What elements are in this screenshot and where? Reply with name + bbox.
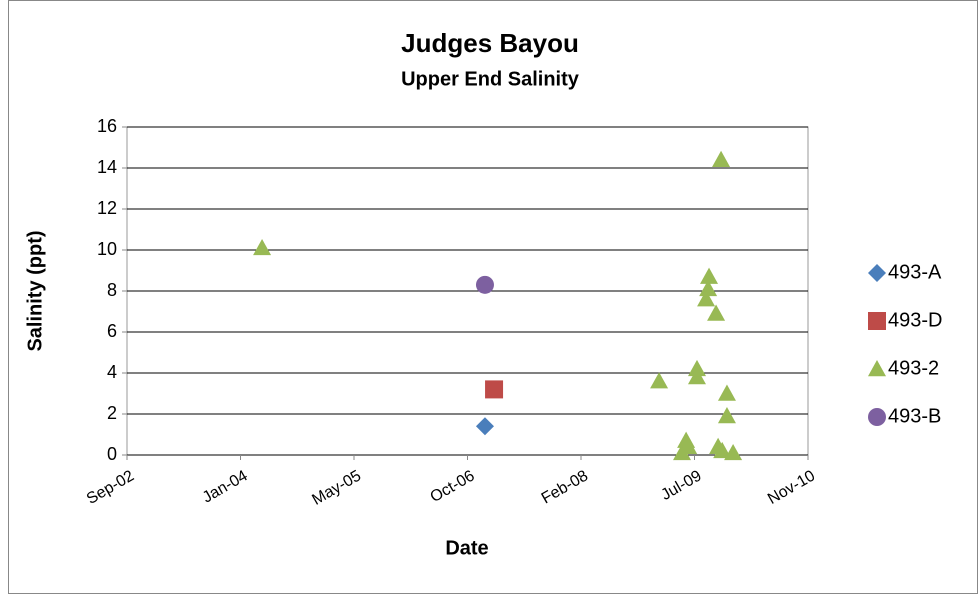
- point: [253, 238, 272, 256]
- y-tick-label: 14: [97, 157, 117, 177]
- y-tick-label: 16: [97, 116, 117, 136]
- point: [679, 437, 698, 454]
- chart-title: Judges Bayou: [401, 28, 579, 58]
- y-tick-label: 6: [107, 321, 117, 341]
- point: [868, 360, 886, 377]
- legend-label: 493-A: [888, 261, 942, 283]
- x-axis-label: Date: [445, 537, 488, 559]
- point: [687, 359, 706, 377]
- legend-label: 493-D: [888, 309, 942, 331]
- y-axis-label: Salinity (ppt): [24, 230, 46, 351]
- point: [485, 380, 504, 399]
- y-tick-label: 10: [97, 239, 117, 259]
- legend-label: 493-B: [888, 405, 941, 427]
- point: [475, 275, 494, 294]
- point: [713, 441, 732, 459]
- chart-subtitle: Upper End Salinity: [401, 68, 580, 90]
- y-tick-label: 2: [107, 403, 117, 423]
- y-tick-label: 4: [107, 362, 117, 382]
- point: [724, 443, 743, 461]
- legend-label: 493-2: [888, 357, 939, 379]
- point: [475, 417, 494, 436]
- point: [687, 368, 706, 385]
- y-tick-label: 12: [97, 198, 117, 218]
- y-tick-label: 0: [107, 444, 117, 464]
- point: [868, 408, 886, 426]
- point: [868, 264, 886, 282]
- point: [707, 304, 726, 321]
- point: [650, 372, 669, 389]
- point: [717, 384, 736, 401]
- point: [712, 150, 731, 167]
- chart-frame: [8, 0, 978, 594]
- point: [700, 267, 719, 284]
- point: [697, 290, 716, 307]
- point: [717, 407, 736, 424]
- point: [868, 312, 886, 330]
- y-tick-label: 8: [107, 280, 117, 300]
- point: [699, 279, 718, 297]
